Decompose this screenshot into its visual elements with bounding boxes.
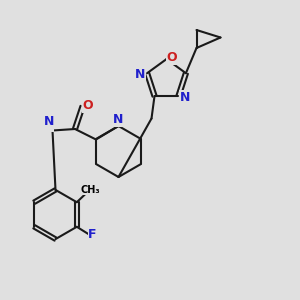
Text: O: O	[82, 99, 93, 112]
Text: H: H	[44, 121, 53, 131]
Text: N: N	[135, 68, 146, 81]
Text: N: N	[44, 115, 54, 128]
Text: F: F	[88, 228, 97, 241]
Text: O: O	[167, 51, 177, 64]
Text: N: N	[180, 91, 190, 104]
Text: CH₃: CH₃	[80, 185, 100, 195]
Text: N: N	[113, 113, 124, 126]
